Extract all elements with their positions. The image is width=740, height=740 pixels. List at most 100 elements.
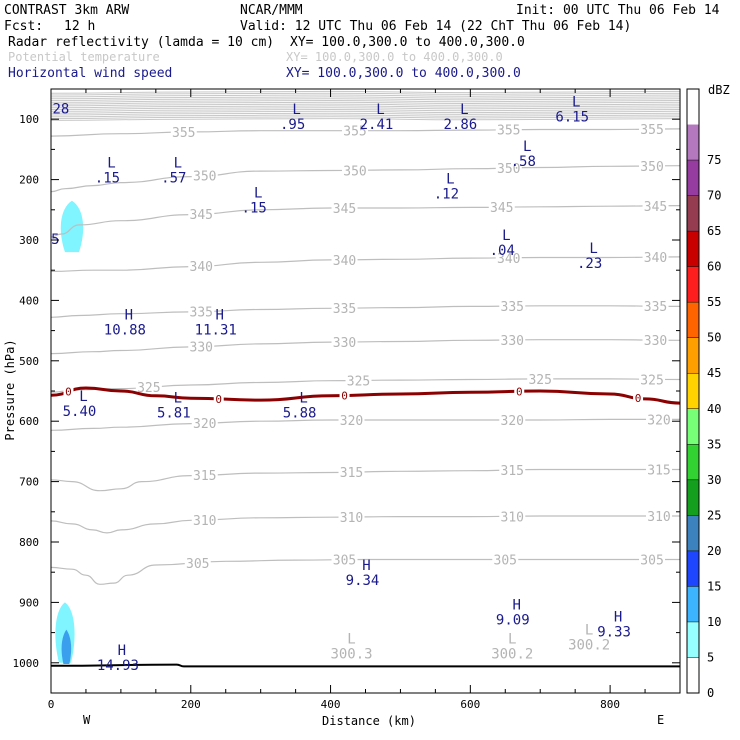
- theta-label-mask: [639, 122, 666, 136]
- theta-contour-label: 325: [137, 381, 160, 396]
- x-tick-label: 400: [321, 698, 341, 711]
- theta-contour-label: 340: [190, 260, 213, 275]
- y-tick-label: 200: [19, 174, 39, 187]
- wind-high-marker: H: [216, 308, 224, 324]
- theta-contour-320: [51, 418, 680, 431]
- theta-contour-label: 350: [193, 169, 216, 184]
- field-xy-theta: XY= 100.0,300.0 to 400.0,300.0: [286, 50, 503, 64]
- edge-label: 28: [52, 101, 69, 117]
- theta-contour-label: 305: [186, 557, 209, 572]
- theta-label-mask: [527, 371, 554, 385]
- wind-extremum-value: 2.86: [443, 117, 477, 133]
- y-tick-label: 100: [19, 113, 39, 126]
- theta-contour-label: 345: [490, 201, 513, 216]
- y-tick-label: 800: [19, 536, 39, 549]
- theta-label-mask: [499, 412, 526, 426]
- zero-dbz-label-mask: [339, 390, 350, 401]
- theta-label-mask: [499, 509, 526, 523]
- valid-time: Valid: 12 UTC Thu 06 Feb 14 (22 ChT Thu …: [240, 19, 631, 34]
- theta-contour-label: 350: [640, 160, 663, 175]
- x-tick-label: 0: [48, 698, 55, 711]
- wind-extremum-value: 10.88: [104, 323, 146, 339]
- theta-contour-top-band: [51, 92, 680, 96]
- theta-contour-label: 310: [340, 511, 363, 526]
- wind-extremum-value: 2.41: [360, 117, 394, 133]
- wind-low-marker: L: [174, 390, 182, 406]
- colorbar-segment: [687, 124, 699, 161]
- theta-contour-top-band: [51, 108, 680, 112]
- wind-extremum-value: .15: [95, 170, 120, 186]
- theta-contour-label: 345: [333, 202, 356, 217]
- colorbar-tick-label: 65: [707, 224, 721, 238]
- theta-contour-top-band: [51, 99, 680, 103]
- y-tick-label: 400: [19, 294, 39, 307]
- theta-contour-top-band: [51, 98, 680, 101]
- x-tick-label: 600: [460, 698, 480, 711]
- colorbar-tick-label: 40: [707, 402, 721, 416]
- y-tick-label: 600: [19, 415, 39, 428]
- theta-label-mask: [495, 161, 522, 175]
- theta-contour-top-band: [51, 112, 680, 116]
- terrain-line: [51, 663, 680, 668]
- theta-label-mask: [495, 250, 522, 264]
- theta-contour-top-band: [51, 116, 680, 120]
- zero-dbz-label-mask: [633, 392, 644, 403]
- theta-contour-label: 310: [193, 514, 216, 529]
- theta-contour-top-band: [51, 94, 680, 98]
- colorbar: 0 5 10 15 20 25 30 35 40 45 50 55 60 65 70 75: [686, 88, 721, 729]
- wind-low-marker: L: [174, 155, 182, 171]
- theta-contour-label: 315: [647, 464, 670, 479]
- theta-label-mask: [492, 552, 519, 566]
- colorbar-segment: [687, 195, 699, 232]
- theta-contour-top-band: [51, 101, 680, 105]
- zero-dbz-line: [51, 386, 680, 405]
- wind-extremum-value: .95: [280, 117, 305, 133]
- wind-low-marker: L: [572, 94, 580, 110]
- wind-low-marker: L: [254, 186, 262, 202]
- theta-contour-top-band: [51, 96, 680, 100]
- colorbar-tick-label: 35: [707, 437, 721, 451]
- theta-contour-top-band: [51, 107, 680, 110]
- zero-dbz-label: 0: [341, 389, 348, 402]
- wind-extremum-value: .15: [242, 201, 267, 217]
- theta-contour-top-band: [51, 105, 680, 109]
- field-name-reflectivity: Radar reflectivity (lamda = 10 cm): [8, 35, 274, 50]
- wind-extremum-value: .57: [161, 170, 186, 186]
- theta-contour-label: 305: [494, 554, 517, 569]
- theta-contour-label: 355: [343, 125, 366, 140]
- colorbar-segment: [687, 550, 699, 587]
- x-axis-title: Distance (km): [322, 714, 416, 728]
- theta-extremum-value: 300.2: [568, 638, 610, 654]
- wind-high-marker: H: [362, 558, 370, 574]
- colorbar-tick-label: 55: [707, 295, 721, 309]
- zero-dbz-label-mask: [213, 393, 224, 404]
- theta-contour-label: 340: [497, 252, 520, 267]
- theta-contour-label: 320: [501, 414, 524, 429]
- wind-high-marker: H: [513, 597, 521, 613]
- colorbar-segment: [687, 337, 699, 374]
- wind-extremum-value: 9.34: [346, 573, 380, 589]
- colorbar-tick-label: 60: [707, 260, 721, 274]
- colorbar-segment: [687, 444, 699, 480]
- theta-label-mask: [646, 509, 673, 523]
- y-tick-label: 1000: [13, 657, 40, 670]
- theta-contour-340: [51, 256, 680, 272]
- colorbar-tick-label: 15: [707, 579, 721, 593]
- theta-extremum-value: 300.2: [491, 647, 533, 663]
- y-tick-label: 900: [19, 596, 39, 609]
- wind-low-marker: L: [589, 241, 597, 257]
- theta-label-mask: [188, 258, 215, 272]
- theta-contour-325: [51, 378, 680, 393]
- theta-contour-label: 320: [647, 413, 670, 428]
- colorbar-tick-label: 20: [707, 544, 721, 558]
- zero-dbz-label-mask: [514, 386, 525, 397]
- wind-extremum-value: .58: [511, 154, 536, 170]
- theta-contour-label: 315: [501, 464, 524, 479]
- colorbar-segment: [687, 302, 699, 338]
- theta-contour-label: 355: [172, 126, 195, 141]
- reflectivity-cell: [60, 200, 84, 253]
- theta-label-mask: [642, 198, 669, 212]
- theta-contour-label: 330: [190, 340, 213, 355]
- theta-label-mask: [639, 372, 666, 386]
- wind-high-marker: H: [614, 610, 622, 626]
